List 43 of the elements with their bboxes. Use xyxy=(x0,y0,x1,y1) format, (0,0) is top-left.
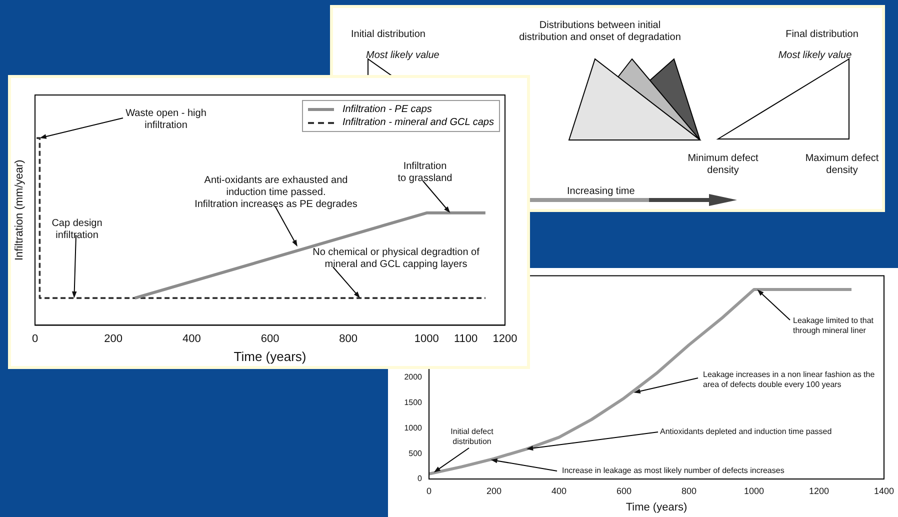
annotation: Leakage limited to that through mineral liner xyxy=(793,316,874,336)
y-tick-label: 1500 xyxy=(404,398,423,408)
text: Most likely value xyxy=(778,50,852,62)
annotation: Increase in leakage as most likely number of defects increases xyxy=(562,466,784,476)
x-tick-label: 800 xyxy=(339,332,358,345)
x-tick-label: 1200 xyxy=(808,486,830,496)
annotation: Infiltration to grassland xyxy=(398,160,452,184)
text: Most likely value xyxy=(366,50,440,62)
x-tick-label: 200 xyxy=(486,486,502,496)
annotation: Initial defect distribution xyxy=(450,427,494,446)
x-tick-label: 200 xyxy=(104,332,123,345)
x-tick-label: 1400 xyxy=(874,486,894,496)
annotation: Leakage increases in a non linear fashion as the area of defects double every 100 years xyxy=(703,370,876,390)
x-axis-title: Time (years) xyxy=(626,501,688,514)
annotation: Cap design infiltration xyxy=(52,218,102,241)
x-axis-title: Time (years) xyxy=(234,348,306,364)
text: Maximum defect density xyxy=(805,153,879,177)
x-tick-label: 400 xyxy=(182,332,201,345)
x-tick-label: 0 xyxy=(32,332,38,345)
y-tick-label: 500 xyxy=(408,448,423,458)
text: Minimum defect density xyxy=(688,153,758,177)
x-tick-label: 600 xyxy=(616,486,632,496)
annotation: Anti-oxidants are exhausted and induction time passed. Infiltration increases as PE degrades xyxy=(194,174,358,210)
y-tick-label: 0 xyxy=(418,474,423,484)
x-tick-label: 1200 xyxy=(492,332,518,345)
x-tick-label: 600 xyxy=(260,332,280,345)
y-tick-label: 2000 xyxy=(404,372,423,382)
y-tick-label: 1000 xyxy=(404,423,423,432)
legend-label: Infiltration - mineral and GCL caps xyxy=(341,116,494,129)
y-axis-title: Infiltration (mm/year) xyxy=(14,160,26,261)
x-tick-label: 1100 xyxy=(454,332,478,345)
x-tick-label: 800 xyxy=(681,486,697,496)
x-tick-label: 0 xyxy=(426,486,432,496)
text: Increasing time xyxy=(567,186,635,198)
x-tick-label: 1000 xyxy=(744,486,764,496)
annotation: Waste open - high infiltration xyxy=(126,108,206,131)
text: Initial distribution xyxy=(351,29,426,41)
annotation: Antioxidants depleted and induction time passed xyxy=(660,427,832,436)
text: Final distribution xyxy=(786,29,858,41)
legend-label: Infiltration - PE caps xyxy=(341,103,433,116)
x-tick-label: 400 xyxy=(551,486,567,496)
text: Distributions between initial distribution and onset of degradation xyxy=(519,20,681,44)
annotation: No chemical or physical degradtion of mineral and GCL capping layers xyxy=(312,246,480,270)
